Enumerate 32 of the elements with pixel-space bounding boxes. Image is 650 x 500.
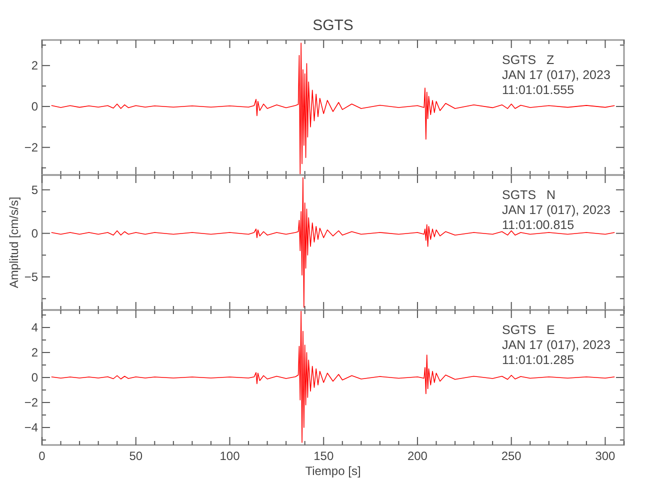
chart-title: SGTS (312, 17, 354, 34)
line-series (50, 310, 616, 443)
x-tick-label: 100 (220, 449, 240, 463)
y-tick-label: 0 (31, 99, 38, 114)
annotation: JAN 17 (017), 2023 (502, 203, 610, 217)
y-tick-label: −5 (24, 270, 38, 284)
line-series (50, 42, 616, 174)
annotation: SGTS E (502, 323, 555, 337)
annotation: SGTS N (502, 188, 556, 202)
annotation: SGTS Z (502, 53, 554, 67)
y-axis-title: Amplitud [cm/s/s] (7, 196, 21, 288)
y-tick-label: 2 (31, 58, 38, 73)
line-series (50, 177, 616, 308)
annotation: 11:01:01.285 (502, 353, 574, 367)
y-tick-label: 0 (31, 370, 38, 384)
y-tick-label: −2 (24, 140, 38, 154)
y-tick-label: 5 (31, 182, 38, 197)
annotation: 11:01:00.815 (502, 218, 574, 232)
x-tick-label: 300 (595, 449, 616, 463)
y-tick-label: 0 (31, 226, 38, 240)
x-tick-label: 250 (501, 449, 522, 463)
annotation: 11:01:01.555 (502, 83, 574, 97)
x-axis-title: Tiempo [s] (305, 464, 361, 478)
y-tick-label: −2 (24, 396, 38, 410)
x-tick-label: 50 (129, 449, 143, 463)
y-tick-label: −4 (24, 420, 38, 434)
y-tick-label: 2 (31, 346, 38, 360)
y-tick-label: 4 (31, 320, 38, 334)
x-tick-label: 150 (314, 449, 334, 463)
annotation: JAN 17 (017), 2023 (502, 68, 610, 82)
annotation: JAN 17 (017), 2023 (502, 338, 610, 352)
x-tick-label: 200 (407, 449, 428, 463)
